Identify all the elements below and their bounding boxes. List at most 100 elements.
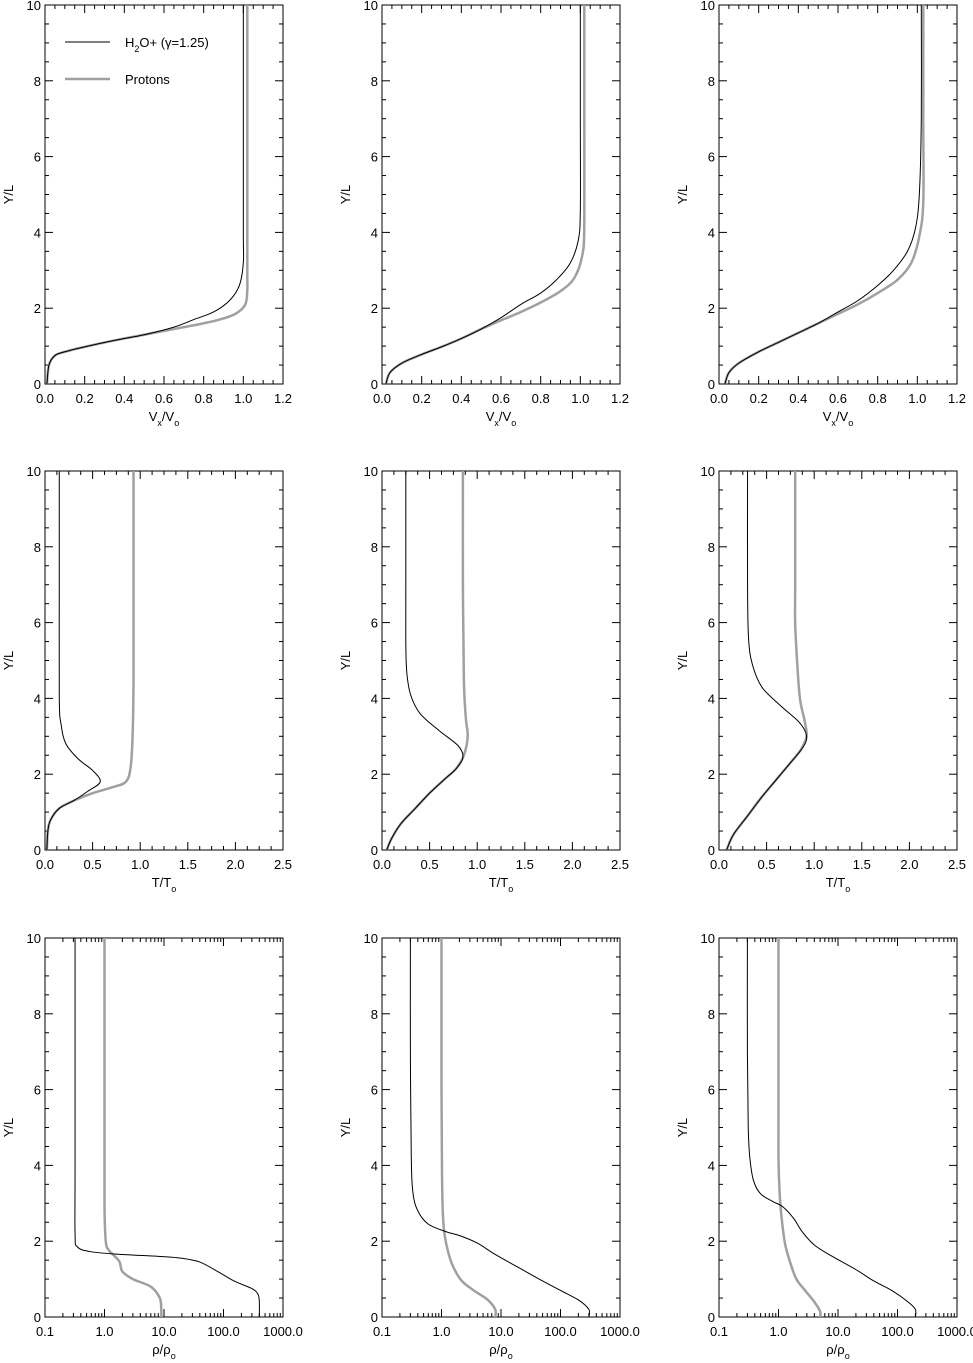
- y-tick-label: 0: [371, 1310, 378, 1325]
- x-tick-label: 1.0: [432, 1324, 450, 1339]
- x-tick-label: 1000.0: [937, 1324, 973, 1339]
- y-tick-label: 2: [708, 767, 715, 782]
- y-tick-label: 10: [701, 464, 715, 479]
- y-tick-label: 6: [708, 1083, 715, 1098]
- x-tick-label: 0.0: [36, 857, 54, 872]
- x-tick-label: 0.1: [373, 1324, 391, 1339]
- y-tick-label: 10: [27, 0, 41, 13]
- x-tick-label: 0.5: [421, 857, 439, 872]
- plot-frame: [44, 937, 284, 1318]
- y-axis-label: Y/L: [675, 1118, 690, 1138]
- x-axis-label: Vx/Vo: [149, 409, 179, 428]
- y-tick-label: 8: [371, 74, 378, 89]
- x-tick-label: 1.0: [468, 857, 486, 872]
- x-tick-label: 1.0: [769, 1324, 787, 1339]
- y-tick-label: 2: [371, 1234, 378, 1249]
- x-tick-label: 1.5: [853, 857, 871, 872]
- x-axis-label: ρ/ρo: [152, 1342, 175, 1361]
- y-tick-label: 10: [701, 0, 715, 13]
- panel-3-1: 0.1 1.0 10.0 100.0 1000.0 0 2 4 6 8 10 Y/L ρ/ρo: [1, 931, 303, 1361]
- y-tick-label: 2: [708, 1234, 715, 1249]
- panel-1-1: 0.0 0.2 0.4 0.6 0.8 1.0 1.2 0 2 4 6 8 10 Y/L Vx/Vo H2O+…: [1, 0, 292, 428]
- y-tick-label: 6: [34, 150, 41, 165]
- y-tick-label: 8: [708, 74, 715, 89]
- y-axis-label: Y/L: [675, 651, 690, 671]
- x-tick-label: 1.5: [516, 857, 534, 872]
- y-tick-label: 2: [34, 1234, 41, 1249]
- legend-label: Protons: [125, 72, 170, 87]
- y-tick-label: 6: [371, 616, 378, 631]
- y-tick-label: 2: [34, 301, 41, 316]
- x-tick-label: 1.0: [805, 857, 823, 872]
- y-tick-label: 10: [364, 931, 378, 946]
- x-tick-label: 1000.0: [600, 1324, 640, 1339]
- y-tick-label: 6: [371, 1083, 378, 1098]
- y-tick-label: 4: [371, 225, 378, 240]
- x-tick-label: 0.4: [452, 391, 470, 406]
- x-axis-label: Vx/Vo: [823, 409, 853, 428]
- x-tick-label: 10.0: [151, 1324, 176, 1339]
- y-tick-label: 6: [34, 616, 41, 631]
- x-tick-label: 0.0: [710, 391, 728, 406]
- y-tick-label: 4: [708, 691, 715, 706]
- panel-3-3: 0.1 1.0 10.0 100.0 1000.0 0 2 4 6 8 10 Y/L ρ/ρo: [675, 931, 973, 1361]
- x-tick-label: 0.8: [195, 391, 213, 406]
- x-tick-label: 0.6: [155, 391, 173, 406]
- y-tick-label: 2: [371, 767, 378, 782]
- y-tick-label: 10: [364, 0, 378, 13]
- x-tick-label: 0.0: [373, 391, 391, 406]
- y-tick-label: 4: [708, 225, 715, 240]
- y-tick-label: 10: [364, 464, 378, 479]
- y-tick-label: 8: [34, 540, 41, 555]
- y-axis-label: Y/L: [1, 1118, 16, 1138]
- x-tick-label: 100.0: [881, 1324, 914, 1339]
- y-tick-label: 4: [371, 1158, 378, 1173]
- x-tick-label: 100.0: [207, 1324, 240, 1339]
- x-tick-label: 10.0: [825, 1324, 850, 1339]
- series-line-H2O+: [409, 938, 591, 1317]
- y-tick-label: 0: [34, 377, 41, 392]
- x-tick-label: 2.0: [226, 857, 244, 872]
- series-line-H2O+: [746, 938, 917, 1317]
- series-line-Protons: [725, 471, 808, 850]
- x-tick-label: 1.0: [571, 391, 589, 406]
- series-line-H2O+: [74, 938, 260, 1317]
- x-tick-label: 2.5: [948, 857, 966, 872]
- plot-frame: [718, 470, 958, 851]
- y-tick-label: 4: [708, 1158, 715, 1173]
- y-axis-label: Y/L: [1, 651, 16, 671]
- y-tick-label: 6: [708, 616, 715, 631]
- x-tick-label: 1.2: [948, 391, 966, 406]
- series-line-Protons: [45, 5, 249, 384]
- y-tick-label: 8: [371, 1007, 378, 1022]
- y-tick-label: 0: [708, 377, 715, 392]
- x-axis-label: ρ/ρo: [489, 1342, 512, 1361]
- y-axis-label: Y/L: [338, 651, 353, 671]
- series-line-Protons: [385, 471, 469, 850]
- x-tick-label: 0.4: [789, 391, 807, 406]
- y-tick-label: 4: [34, 225, 41, 240]
- x-tick-label: 0.0: [373, 857, 391, 872]
- panel-1-3: 0.0 0.2 0.4 0.6 0.8 1.0 1.2 0 2 4 6 8 10 Y/L Vx/Vo: [675, 0, 966, 428]
- x-tick-label: 0.1: [36, 1324, 54, 1339]
- series-line-Protons: [777, 938, 822, 1317]
- x-tick-label: 1.5: [179, 857, 197, 872]
- x-axis-label: Vx/Vo: [486, 409, 516, 428]
- series-line-H2O+: [385, 5, 581, 384]
- y-tick-label: 0: [708, 1310, 715, 1325]
- x-tick-label: 0.2: [750, 391, 768, 406]
- x-tick-label: 1.0: [95, 1324, 113, 1339]
- plot-frame: [44, 470, 284, 851]
- y-tick-label: 6: [34, 1083, 41, 1098]
- x-tick-label: 0.8: [869, 391, 887, 406]
- x-tick-label: 1000.0: [263, 1324, 303, 1339]
- x-tick-label: 1.0: [131, 857, 149, 872]
- panel-2-3: 0.0 0.5 1.0 1.5 2.0 2.5 0 2 4 6 8 10 Y/L T/To: [675, 464, 966, 894]
- x-tick-label: 0.0: [710, 857, 728, 872]
- y-tick-label: 10: [27, 931, 41, 946]
- y-axis-label: Y/L: [1, 185, 16, 205]
- x-axis-label: ρ/ρo: [826, 1342, 849, 1361]
- series-line-Protons: [103, 938, 163, 1317]
- y-tick-label: 10: [27, 464, 41, 479]
- x-tick-label: 1.2: [611, 391, 629, 406]
